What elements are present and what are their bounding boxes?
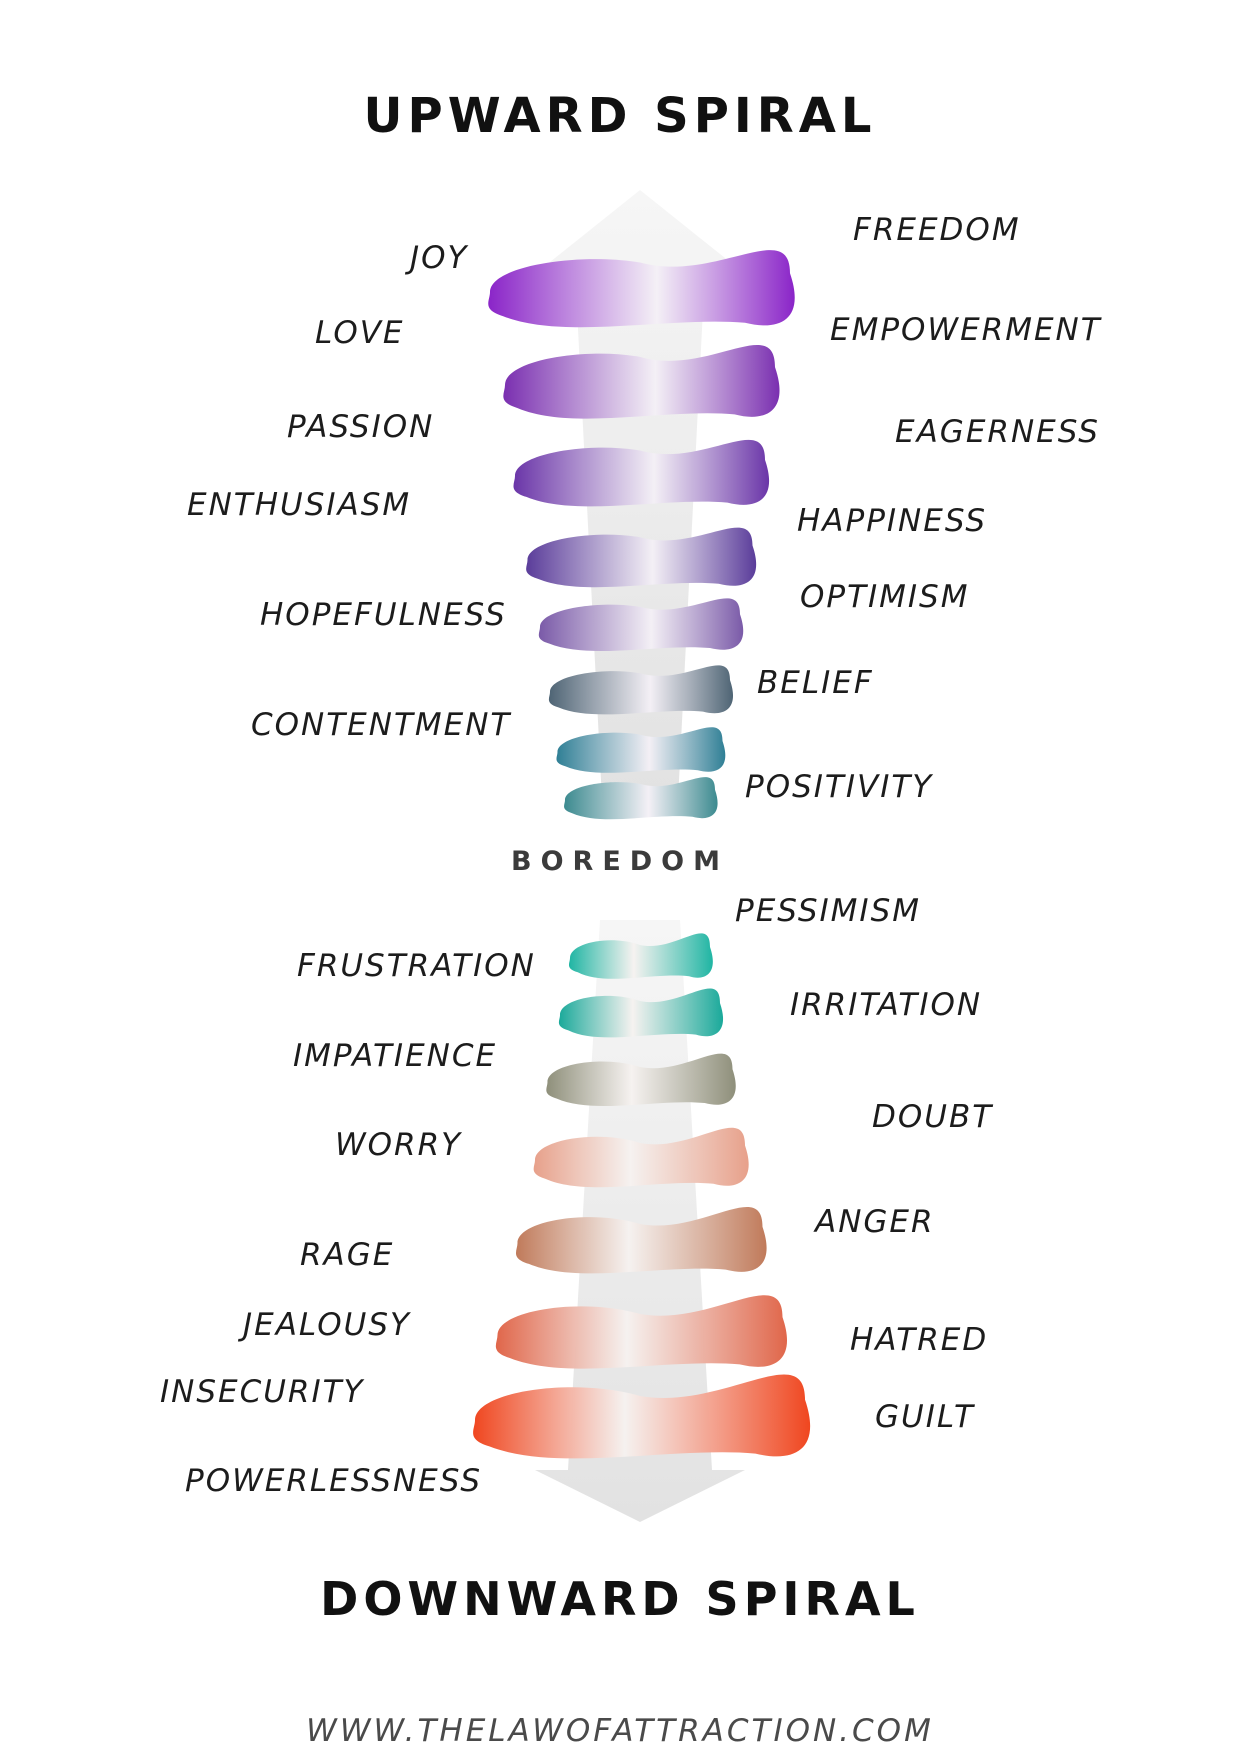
label-anger: ANGER — [815, 1204, 935, 1240]
spiral-band — [488, 250, 795, 328]
label-freedom: FREEDOM — [853, 212, 1021, 248]
label-insecurity: INSECURITY — [160, 1374, 365, 1410]
spiral-band — [473, 1374, 811, 1459]
label-contentment: CONTENTMENT — [251, 707, 512, 743]
downward-arrow-shape — [535, 920, 745, 1522]
label-happiness: HAPPINESS — [797, 503, 988, 539]
label-hatred: HATRED — [850, 1322, 989, 1358]
spiral-band — [546, 1053, 736, 1107]
spiral-band — [513, 439, 770, 507]
spiral-band — [556, 727, 726, 773]
spiral-band — [568, 933, 713, 979]
downward-spiral — [473, 933, 811, 1459]
spiral-band — [558, 988, 724, 1038]
label-pessimism: PESSIMISM — [735, 893, 921, 929]
spiral-band — [564, 777, 718, 820]
label-worry: WORRY — [335, 1127, 463, 1163]
spiral-band — [503, 345, 780, 419]
label-doubt: DOUBT — [872, 1099, 994, 1135]
label-irritation: IRRITATION — [790, 987, 983, 1023]
label-positivity: POSITIVITY — [745, 769, 934, 805]
upward-spiral-title: UPWARD SPIRAL — [363, 88, 877, 144]
label-powerlessness: POWERLESSNESS — [185, 1463, 483, 1499]
label-optimism: OPTIMISM — [800, 579, 970, 615]
spiral-band — [538, 598, 744, 652]
label-impatience: IMPATIENCE — [293, 1038, 498, 1074]
label-hopefulness: HOPEFULNESS — [260, 597, 507, 633]
downward-arrow — [535, 920, 745, 1522]
boredom-label: BOREDOM — [511, 846, 729, 877]
website-footer: WWW.THELAWOFATTRACTION.COM — [306, 1713, 934, 1749]
label-eagerness: EAGERNESS — [895, 414, 1100, 450]
label-passion: PASSION — [287, 409, 435, 445]
spiral-band — [495, 1295, 788, 1369]
label-empowerment: EMPOWERMENT — [830, 312, 1102, 348]
label-jealousy: JEALOUSY — [243, 1307, 411, 1343]
spiral-band — [548, 665, 734, 715]
label-rage: RAGE — [300, 1237, 395, 1273]
downward-spiral-title: DOWNWARD SPIRAL — [320, 1572, 920, 1626]
label-enthusiasm: ENTHUSIASM — [187, 487, 412, 523]
label-guilt: GUILT — [875, 1399, 975, 1435]
spiral-band — [533, 1127, 749, 1188]
label-frustration: FRUSTRATION — [297, 948, 536, 984]
label-belief: BELIEF — [757, 665, 874, 701]
upward-spiral — [488, 250, 795, 820]
spiral-band — [526, 527, 757, 588]
label-joy: JOY — [410, 240, 469, 276]
spiral-band — [515, 1207, 767, 1274]
label-love: LOVE — [315, 315, 405, 351]
